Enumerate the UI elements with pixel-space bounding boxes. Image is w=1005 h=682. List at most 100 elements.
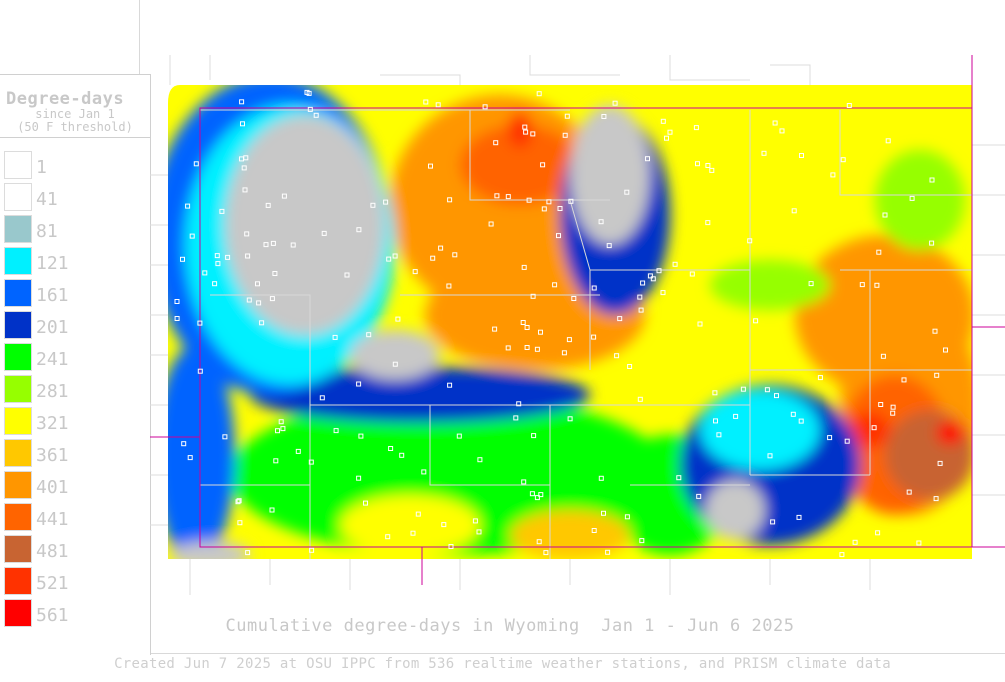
station-marker (689, 271, 695, 277)
station-marker (740, 386, 746, 392)
station-marker (844, 438, 850, 444)
station-marker (399, 452, 405, 458)
station-marker (598, 475, 604, 481)
station-marker (705, 163, 711, 168)
station-marker (363, 500, 368, 506)
legend-swatch (4, 439, 32, 467)
frame-vertical-line (139, 0, 140, 74)
station-marker (712, 390, 718, 396)
station-marker (472, 518, 478, 524)
station-marker (265, 202, 271, 208)
station-marker (676, 475, 682, 481)
zone-south-yellow (510, 510, 630, 559)
station-marker (524, 325, 530, 330)
station-marker (534, 495, 540, 501)
station-marker (660, 290, 666, 296)
station-marker (197, 368, 203, 374)
station-marker (476, 529, 482, 535)
station-marker (774, 393, 779, 399)
zone-east-green (875, 150, 965, 250)
station-marker (412, 269, 418, 275)
zone-southwest-yellow (340, 495, 480, 555)
legend-label: 561 (36, 605, 69, 626)
station-marker (256, 300, 262, 306)
station-marker (933, 496, 939, 502)
station-marker (273, 458, 279, 464)
legend-item: 81 (4, 215, 144, 247)
station-marker (916, 540, 922, 546)
station-marker (799, 153, 804, 158)
state-boundary (150, 55, 1005, 585)
station-marker (385, 534, 391, 540)
station-marker (435, 102, 441, 108)
station-marker (880, 353, 886, 359)
legend-swatch (4, 343, 32, 371)
station-marker (222, 434, 228, 440)
legend-swatch (4, 375, 32, 403)
station-marker (488, 221, 494, 227)
station-marker (202, 270, 208, 276)
station-marker (366, 332, 372, 338)
station-marker (344, 272, 350, 278)
station-marker (713, 418, 718, 424)
station-marker (624, 514, 630, 520)
zone-southeast-brown (885, 410, 972, 500)
station-marker (932, 328, 938, 334)
credit-line: Created Jun 7 2025 at OSU IPPC from 536 … (114, 656, 891, 672)
station-marker (370, 202, 376, 208)
station-marker (591, 285, 597, 291)
station-marker (308, 459, 314, 465)
zone-snowy-range-gray (705, 480, 765, 540)
station-marker (929, 177, 935, 183)
station-marker (764, 387, 770, 393)
frame-bottom-line (150, 653, 1005, 654)
station-marker (571, 296, 577, 301)
station-marker (556, 233, 561, 239)
station-marker (557, 206, 563, 211)
station-marker (505, 194, 511, 200)
station-marker (259, 320, 265, 326)
surrounding-county-lines (150, 55, 1005, 595)
station-marker (840, 157, 846, 163)
station-marker (909, 195, 915, 201)
station-marker (541, 206, 547, 212)
station-marker (538, 329, 543, 335)
station-marker (383, 199, 389, 205)
station-marker (244, 231, 250, 237)
station-marker (235, 499, 241, 505)
legend-item: 321 (4, 407, 144, 439)
legend-item: 201 (4, 311, 144, 343)
station-marker (447, 382, 453, 388)
legend-panel: Degree-days since Jan 1 (50 F threshold)… (0, 74, 151, 655)
legend-label: 441 (36, 509, 69, 530)
station-marker (241, 165, 247, 171)
station-marker (552, 282, 558, 288)
station-marker (790, 411, 796, 417)
station-marker (482, 104, 488, 110)
legend-label: 1 (36, 157, 47, 178)
station-marker (181, 441, 187, 447)
station-marker (477, 457, 483, 463)
station-marker (693, 125, 699, 131)
station-marker (601, 510, 606, 516)
station-marker (520, 320, 526, 325)
station-marker (753, 318, 759, 324)
station-marker (543, 550, 549, 556)
station-marker (561, 350, 567, 356)
station-marker (562, 132, 568, 138)
station-marker (624, 189, 630, 195)
station-marker (614, 353, 620, 359)
station-marker (392, 253, 398, 259)
legend-item: 161 (4, 279, 144, 311)
station-marker (650, 276, 656, 282)
station-marker (263, 242, 269, 248)
legend-label: 481 (36, 541, 69, 562)
station-marker (447, 197, 453, 203)
station-marker (779, 128, 785, 134)
legend-divider (0, 137, 150, 138)
station-marker (529, 491, 535, 497)
legend-swatch (4, 599, 32, 627)
station-marker (852, 539, 858, 545)
station-marker (245, 253, 251, 259)
station-marker (187, 455, 193, 461)
